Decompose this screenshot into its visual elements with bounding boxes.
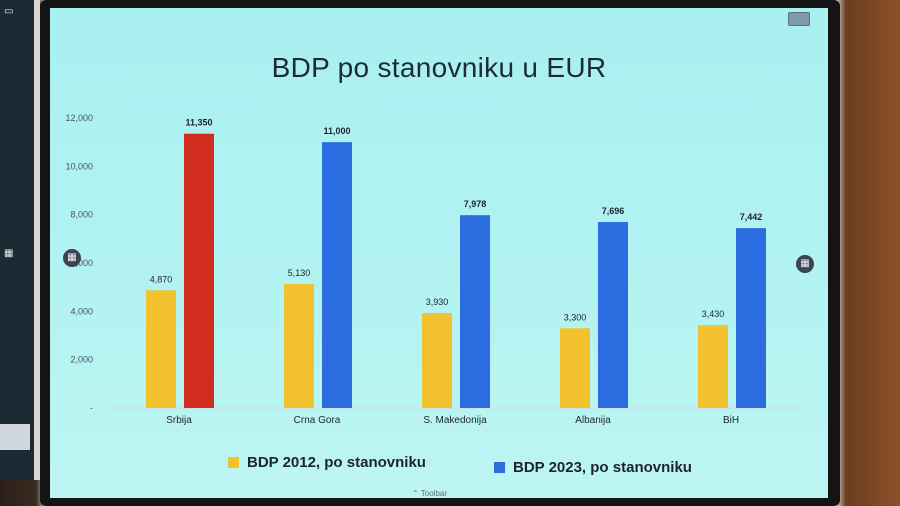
legend-swatch-2023	[494, 462, 505, 473]
y-tick-label: 12,000	[65, 113, 93, 123]
y-tick-label: 8,000	[70, 210, 93, 220]
category-label: Crna Gora	[294, 415, 341, 426]
data-label: 4,870	[150, 274, 173, 284]
y-tick-label: 6,000	[70, 258, 93, 268]
window-icon: ▭	[4, 6, 14, 17]
data-label: 11,350	[185, 118, 212, 128]
category-label: Albanija	[575, 415, 611, 426]
data-label: 7,442	[740, 212, 763, 222]
bar-2023	[736, 228, 766, 408]
toolbar-tab[interactable]: ⌃ Toolbar	[412, 489, 448, 498]
grid-icon[interactable]: ▦	[796, 255, 814, 273]
category-label: S. Makedonija	[423, 415, 487, 426]
toolbar-label: Toolbar	[420, 489, 448, 498]
bar-chart: - 2,000 4,000 6,000 8,000 10,000 12,000 4,870 11…	[65, 113, 800, 426]
data-label: 11,000	[323, 126, 350, 136]
grid-icon: ▦	[4, 248, 14, 259]
y-tick-label: 4,000	[70, 306, 93, 316]
bar-2012	[698, 325, 728, 408]
data-label: 5,130	[288, 268, 311, 278]
legend-label-2012: BDP 2012, po stanovniku	[247, 454, 426, 471]
slide-title: BDP po stanovniku u EUR	[271, 52, 607, 83]
legend-swatch-2012	[228, 457, 239, 468]
screen-icon[interactable]	[788, 12, 810, 26]
data-label: 3,930	[426, 297, 449, 307]
presentation-screen: BDP po stanovniku u EUR - 2,000 4,000 6,000…	[50, 8, 828, 498]
bar-2023	[322, 142, 352, 408]
data-label: 7,696	[602, 206, 625, 216]
bar-2023	[460, 215, 490, 408]
legend-item-2023: BDP 2023, po stanovniku	[494, 459, 692, 476]
data-label: 3,430	[702, 309, 725, 319]
bar-2012	[146, 290, 176, 408]
legend-label-2023: BDP 2023, po stanovniku	[513, 459, 692, 476]
y-tick-label: 10,000	[65, 161, 93, 171]
bar-2023	[184, 133, 214, 408]
category-label: BiH	[723, 415, 739, 426]
data-label: 7,978	[464, 199, 487, 209]
grid-icon[interactable]: ▦	[63, 249, 81, 267]
bar-2023	[598, 222, 628, 408]
data-label: 3,300	[564, 312, 587, 322]
legend-item-2012: BDP 2012, po stanovniku	[228, 454, 426, 471]
adjacent-monitor-strip	[0, 424, 30, 450]
bar-2012	[422, 313, 452, 408]
y-tick-label: 2,000	[70, 355, 93, 365]
adjacent-monitor: ▭ ▦	[0, 0, 40, 480]
bar-2012	[284, 284, 314, 408]
y-tick-label: -	[90, 403, 93, 413]
category-label: Srbija	[166, 415, 192, 426]
bar-2012	[560, 328, 590, 408]
